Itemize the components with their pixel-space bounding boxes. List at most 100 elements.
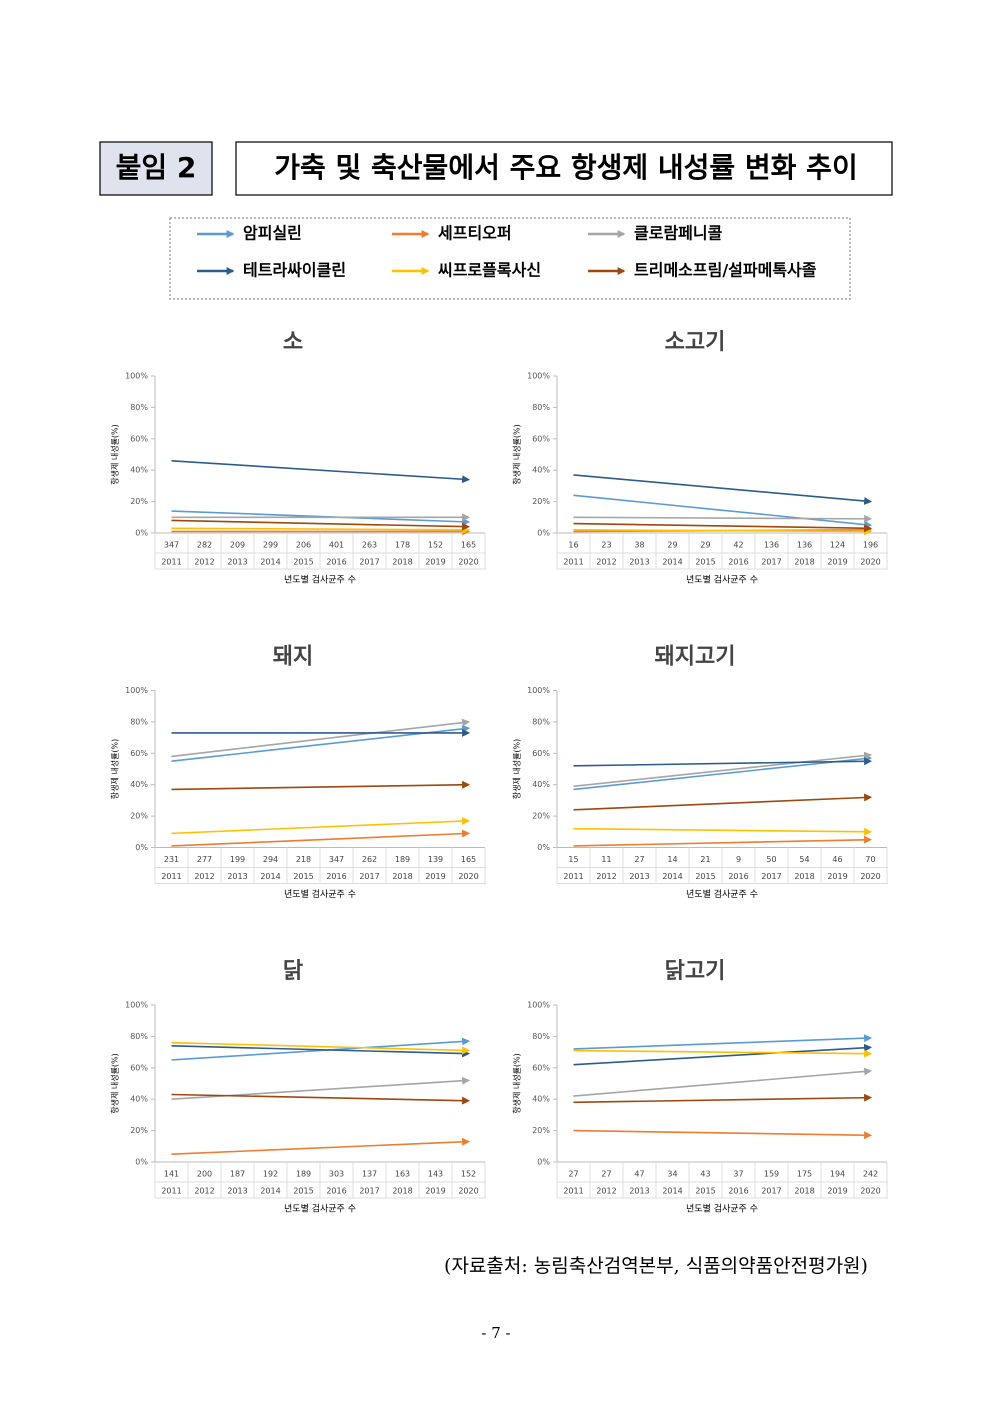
legend-label: 씨프로플록사신 [438,261,541,280]
series-line [573,527,873,536]
count-label: 199 [230,855,245,864]
y-tick-label: 100% [527,686,550,695]
count-label: 137 [362,1170,377,1179]
count-label: 27 [601,1170,611,1179]
x-tick-label: 2011 [161,1187,181,1196]
x-tick-label: 2018 [794,558,814,567]
title-box [235,141,893,196]
chart-title: 돼지고기 [655,645,736,670]
y-tick-label: 60% [130,749,148,758]
x-axis-label: 년도별 검사균주 수 [284,574,356,586]
series-line [171,459,471,484]
series-line [573,827,873,836]
y-tick-label: 60% [532,1063,550,1072]
count-label: 159 [764,1170,779,1179]
y-tick-label: 40% [130,780,148,789]
count-label: 54 [799,855,809,864]
y-tick-label: 60% [130,434,148,443]
x-tick-label: 2016 [728,558,748,567]
count-label: 50 [766,855,776,864]
count-label: 29 [700,541,710,550]
x-tick-label: 2015 [293,558,313,567]
x-tick-label: 2014 [260,872,280,881]
x-tick-label: 2013 [227,558,247,567]
x-tick-label: 2019 [425,1187,445,1196]
x-tick-label: 2020 [860,1187,880,1196]
count-label: 16 [568,541,578,550]
x-tick-label: 2019 [425,558,445,567]
count-label: 178 [395,541,410,550]
chart-title: 돼지 [273,645,313,670]
x-tick-label: 2016 [326,558,346,567]
x-tick-label: 2020 [458,558,478,567]
count-label: 163 [395,1170,410,1179]
series-line [573,522,873,533]
count-label: 14 [667,855,677,864]
series-line [171,817,471,835]
count-label: 34 [667,1170,677,1179]
y-tick-label: 0% [537,843,550,852]
legend-label: 세프티오퍼 [438,224,512,243]
count-label: 196 [863,541,878,550]
count-label: 143 [428,1170,443,1179]
x-tick-label: 2016 [326,872,346,881]
x-tick-label: 2017 [761,558,781,567]
y-axis-label: 항생제 내성률(%) [110,739,120,800]
count-label: 47 [634,1170,644,1179]
x-tick-label: 2015 [293,872,313,881]
count-label: 27 [568,1170,578,1179]
x-tick-label: 2013 [629,1187,649,1196]
x-tick-label: 2019 [827,1187,847,1196]
series-line [171,780,471,791]
y-tick-label: 60% [532,434,550,443]
count-label: 165 [461,855,476,864]
y-tick-label: 80% [130,1032,148,1041]
count-label: 218 [296,855,311,864]
series-line [573,494,873,529]
y-tick-label: 100% [125,372,148,381]
count-label: 401 [329,541,344,550]
x-tick-label: 2016 [728,872,748,881]
y-axis-label: 항생제 내성률(%) [110,1053,120,1114]
series-line [171,1045,471,1058]
chart-title: 소고기 [665,330,726,355]
x-tick-label: 2012 [596,872,616,881]
x-tick-label: 2013 [629,558,649,567]
count-label: 187 [230,1170,245,1179]
x-tick-label: 2018 [794,1187,814,1196]
count-label: 152 [428,541,443,550]
count-label: 152 [461,1170,476,1179]
x-tick-label: 2012 [194,558,214,567]
x-tick-label: 2013 [629,872,649,881]
legend-label: 암피실린 [243,224,302,243]
count-label: 192 [263,1170,278,1179]
x-tick-label: 2013 [227,1187,247,1196]
y-tick-label: 80% [532,403,550,412]
count-label: 347 [329,855,344,864]
x-tick-label: 2011 [161,872,181,881]
count-label: 21 [700,855,710,864]
x-tick-label: 2019 [827,558,847,567]
y-tick-label: 80% [130,717,148,726]
y-tick-label: 80% [532,717,550,726]
x-tick-label: 2013 [227,872,247,881]
count-label: 294 [263,855,278,864]
x-tick-label: 2012 [596,1187,616,1196]
x-tick-label: 2017 [761,1187,781,1196]
page-number: - 7 - [481,1324,510,1342]
y-axis-label: 항생제 내성률(%) [512,1053,522,1114]
series-line [171,1076,471,1100]
y-tick-label: 20% [130,1126,148,1135]
series-line [573,474,873,506]
x-tick-label: 2015 [695,558,715,567]
x-tick-label: 2015 [695,1187,715,1196]
y-tick-label: 100% [125,686,148,695]
x-tick-label: 2016 [326,1187,346,1196]
x-tick-label: 2011 [563,872,583,881]
count-label: 29 [667,541,677,550]
series-line [171,1041,471,1055]
count-label: 200 [197,1170,212,1179]
y-tick-label: 60% [130,1063,148,1072]
x-tick-label: 2014 [662,558,682,567]
